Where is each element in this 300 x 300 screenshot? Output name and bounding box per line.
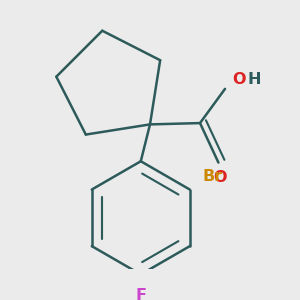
Text: F: F: [135, 288, 146, 300]
Text: O: O: [233, 72, 246, 87]
Text: Br: Br: [202, 169, 223, 184]
Text: O: O: [213, 169, 226, 184]
Text: H: H: [247, 72, 261, 87]
